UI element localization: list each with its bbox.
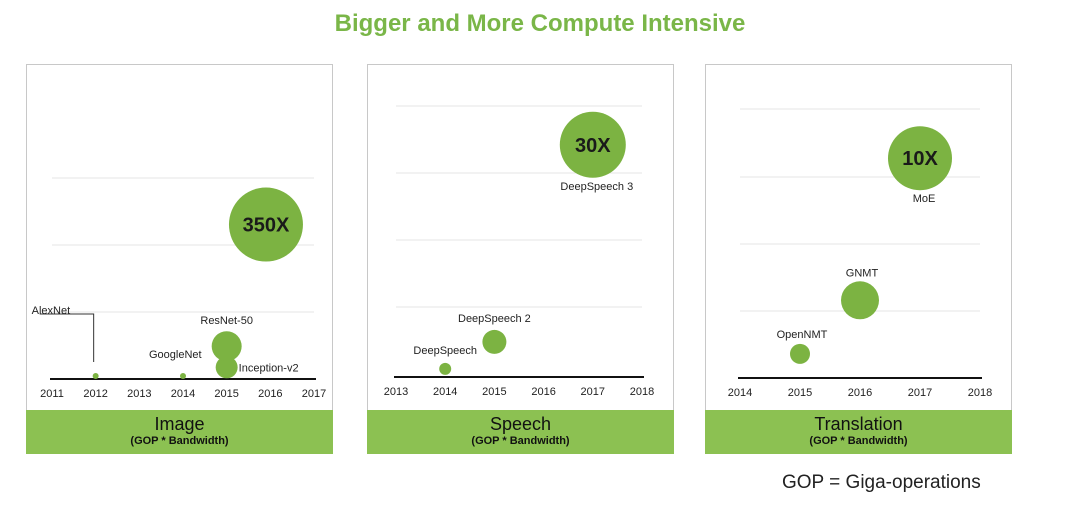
x-tick-label: 2013 [384,386,408,398]
speech-chart-footer: Speech (GOP * Bandwidth) [367,410,674,454]
x-tick-label: 2016 [258,388,282,400]
data-point [92,373,99,379]
x-tick-label: 2018 [968,387,992,399]
data-point-label: GNMT [846,267,879,279]
data-point-label: ResNet-50 [200,315,253,327]
translation-chart-footer: Translation (GOP * Bandwidth) [705,410,1012,454]
x-tick-label: 2014 [433,386,457,398]
multiplier-bubble [228,187,303,262]
multiplier-label: 350X [243,215,290,237]
translation-chart-panel: 2014 2015 2016 2017 2018 10X MoE OpenNMT GNMT Tr… [705,64,1012,454]
image-chart-footer: Image (GOP * Bandwidth) [26,410,333,454]
data-point [439,362,452,375]
data-point [482,329,507,354]
chart-subtitle: (GOP * Bandwidth) [130,435,229,447]
x-tick-label: 2013 [127,388,151,400]
x-tick-label: 2014 [728,387,752,399]
page-title: Bigger and More Compute Intensive [334,10,746,37]
data-point [841,281,879,320]
x-tick-label: 2017 [581,386,605,398]
x-tick-label: 2012 [83,388,107,400]
translation-chart: 2014 2015 2016 2017 2018 10X MoE OpenNMT GNMT [728,108,992,399]
chart-title: Translation [814,414,903,434]
data-point-label: DeepSpeech 2 [458,313,531,325]
multiplier-bubble [559,111,626,178]
x-tick-label: 2016 [531,386,555,398]
x-tick-label: 2015 [788,387,812,399]
x-tick-label: 2017 [908,387,932,399]
image-chart-panel: 2011 2012 2013 2014 2015 2016 2017 350X AlexNet G… [26,64,333,454]
chart-title: Image [154,414,205,434]
data-point [790,343,810,364]
data-point-label: OpenNMT [777,329,828,341]
multiplier-caption: DeepSpeech 3 [560,181,633,193]
data-point-label: Inception-v2 [239,362,299,374]
speech-chart: 2013 2014 2015 2016 2017 2018 30X DeepSpeech 3 D… [384,105,654,398]
multiplier-caption: MoE [913,193,936,205]
gop-footnote: GOP = Giga-operations [782,472,981,493]
multiplier-bubble [888,126,952,191]
data-point [215,356,238,379]
data-point-label: AlexNet [32,305,71,317]
data-point-label: DeepSpeech [413,345,477,357]
chart-subtitle: (GOP * Bandwidth) [809,435,908,447]
chart-subtitle: (GOP * Bandwidth) [471,435,570,447]
x-tick-label: 2017 [302,388,326,400]
image-chart: 2011 2012 2013 2014 2015 2016 2017 350X AlexNet G… [32,177,326,400]
x-tick-label: 2018 [630,386,654,398]
x-tick-label: 2016 [848,387,872,399]
x-tick-label: 2015 [482,386,506,398]
speech-chart-panel: 2013 2014 2015 2016 2017 2018 30X DeepSpeech 3 D… [367,64,674,454]
data-point [211,331,242,362]
x-tick-label: 2014 [171,388,195,400]
data-point-label: GoogleNet [149,349,202,361]
x-tick-label: 2015 [214,388,238,400]
multiplier-label: 30X [575,135,611,157]
alexnet-leader-line [39,313,95,362]
chart-title: Speech [489,414,552,434]
x-tick-label: 2011 [40,388,64,400]
data-point [180,373,186,379]
multiplier-label: 10X [902,148,938,170]
